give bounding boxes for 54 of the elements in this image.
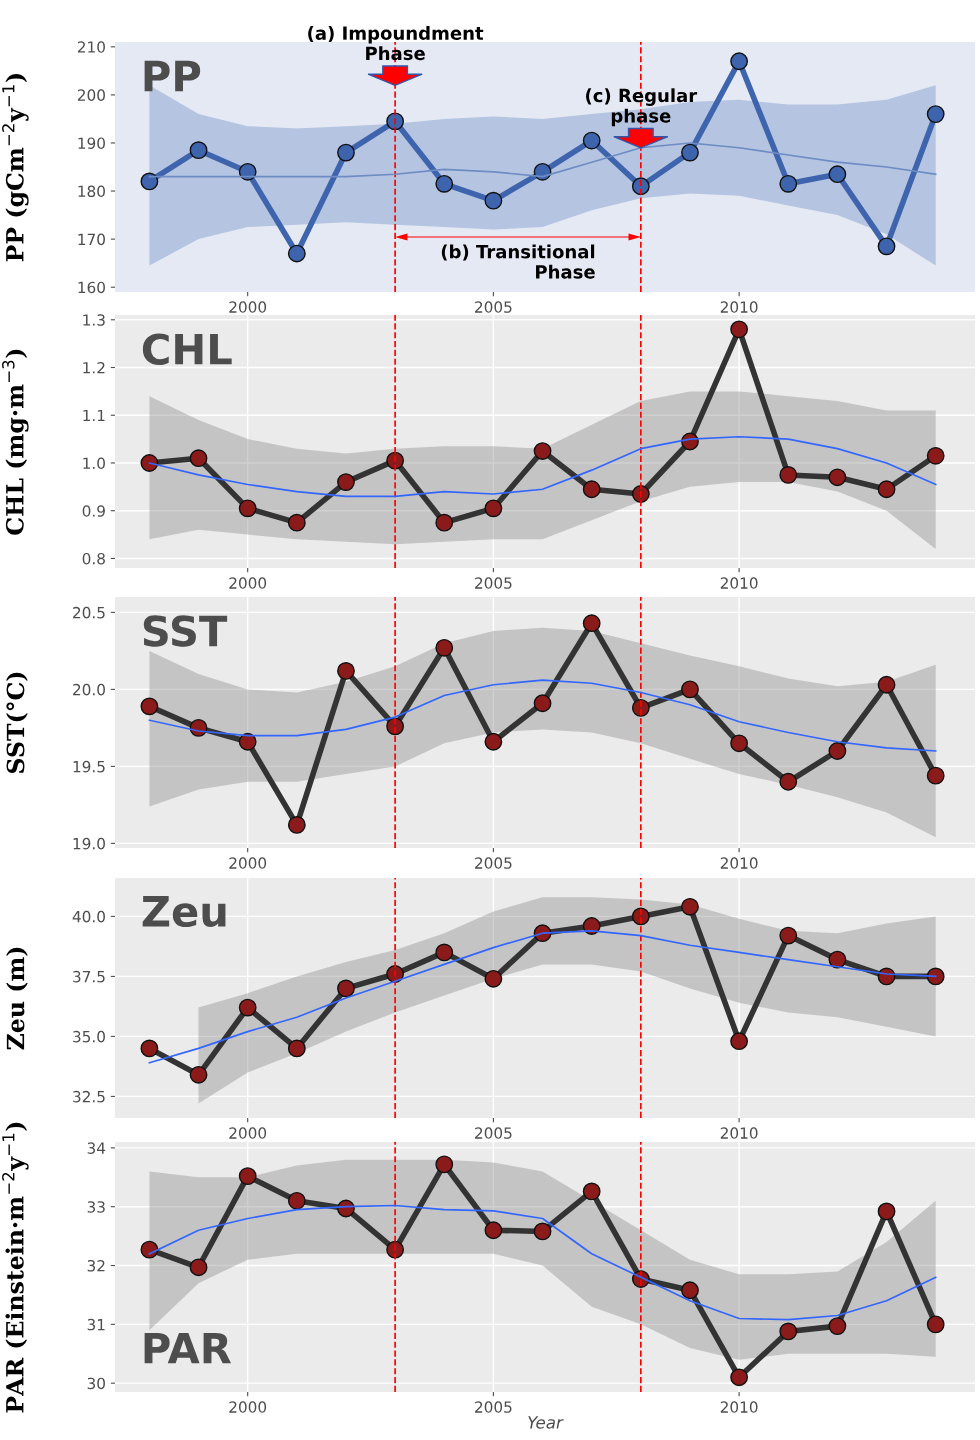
y-axis-title: CHL (mg·m$^{−3}$) xyxy=(2,349,29,535)
y-axis-title: Zeu (m) xyxy=(6,947,28,1050)
annotation: (c) Regular phase xyxy=(586,88,698,127)
x-tick-label: 2010 xyxy=(720,857,758,869)
y-tick-label: 32.5 xyxy=(73,1090,105,1103)
y-tick-label: 1.2 xyxy=(83,361,105,374)
y-tick-label: 180 xyxy=(78,185,105,198)
x-tick-label: 2000 xyxy=(229,577,267,589)
x-tick-label: 2005 xyxy=(475,1127,512,1139)
y-axis-title: PAR (Einstein·m$^{−2}$y$^{−1}$) xyxy=(2,1122,29,1413)
x-tick-label: 2010 xyxy=(720,577,758,589)
y-tick-label: 31 xyxy=(87,1318,105,1331)
x-tick-label: 2010 xyxy=(720,1127,758,1139)
y-tick-label: 30 xyxy=(87,1377,105,1390)
chart-title: CHL xyxy=(142,333,232,365)
chart-title: SST xyxy=(143,615,228,647)
chart-title: PP xyxy=(144,60,201,92)
y-tick-label: 0.8 xyxy=(82,552,105,565)
x-tick-label: 2000 xyxy=(229,857,267,869)
y-tick-label: 37.5 xyxy=(73,970,105,983)
x-tick-label: 2000 xyxy=(229,301,267,313)
y-tick-label: 1.1 xyxy=(83,409,105,422)
y-tick-label: 34 xyxy=(87,1142,106,1154)
text: PAR xyxy=(144,1332,232,1364)
y-tick-label: 210 xyxy=(77,41,105,53)
y-tick-label: 33 xyxy=(87,1201,105,1213)
y-axis-title: PP (gCm$^{−2}$y$^{−1}$) xyxy=(2,74,29,262)
annotation: (a) Impoundment Phase xyxy=(308,25,484,61)
y-tick-label: 35.0 xyxy=(73,1030,105,1043)
annotation: (b) Transitional Phase xyxy=(441,244,595,279)
y-tick-label: 160 xyxy=(78,281,105,294)
y-tick-label: 20.0 xyxy=(73,683,105,696)
y-tick-label: 19.0 xyxy=(73,837,105,850)
x-tick-label: 2005 xyxy=(475,1401,512,1413)
y-tick-label: 19.5 xyxy=(73,760,105,773)
x-tick-label: 2010 xyxy=(720,1401,758,1413)
y-tick-label: 20.5 xyxy=(73,606,105,619)
y-tick-label: 170 xyxy=(78,233,105,246)
y-tick-label: 32 xyxy=(87,1259,105,1272)
y-tick-label: 1.3 xyxy=(83,314,105,326)
chart-title: Zeu xyxy=(142,896,226,928)
y-tick-label: 0.9 xyxy=(82,505,105,517)
x-tick-label: 2005 xyxy=(475,577,512,589)
x-tick-label: 2005 xyxy=(475,301,512,313)
x-tick-label: 2010 xyxy=(720,301,758,313)
y-tick-label: 190 xyxy=(78,137,105,149)
y-tick-label: 1.0 xyxy=(83,457,105,469)
x-tick-label: 2000 xyxy=(229,1401,267,1413)
y-tick-label: 200 xyxy=(77,89,105,101)
x-tick-label: 2000 xyxy=(229,1127,267,1139)
x-tick-label: 2005 xyxy=(475,857,512,869)
x-axis-title: Year xyxy=(528,1416,564,1429)
y-axis-title: SST(°C) xyxy=(6,672,28,773)
y-tick-label: 40.0 xyxy=(72,910,105,923)
